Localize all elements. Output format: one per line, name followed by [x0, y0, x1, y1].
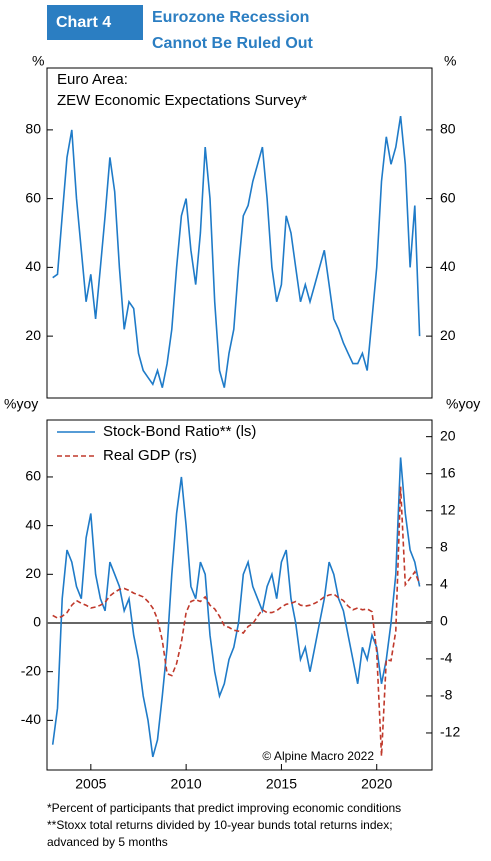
- y2-tick-label: 8: [440, 538, 448, 554]
- plot-frame: [46, 419, 433, 771]
- footnote: **Stoxx total returns divided by 10-year…: [47, 818, 393, 832]
- header-title: Cannot Be Ruled Out: [152, 35, 314, 52]
- y2-tick-label: 12: [440, 501, 456, 517]
- y-tick-label: 20: [25, 565, 41, 581]
- legend-label: Stock-Bond Ratio** (ls): [103, 423, 256, 440]
- y-tick-label: 40: [25, 258, 41, 274]
- y2-tick-label: 16: [440, 464, 456, 480]
- y2-tick-label: 80: [440, 121, 456, 137]
- y2-axis-label: %: [444, 53, 456, 69]
- legend-label: Real GDP (rs): [103, 447, 197, 464]
- y2-tick-label: 40: [440, 258, 456, 274]
- y-tick-label: 40: [25, 516, 41, 532]
- y-axis-label: %yoy: [4, 396, 38, 412]
- annotation: © Alpine Macro 2022: [262, 749, 374, 763]
- footnote: *Percent of participants that predict im…: [47, 801, 401, 815]
- y-tick-label: 20: [25, 327, 41, 343]
- y2-tick-label: 20: [440, 427, 456, 443]
- chart-subtitle: ZEW Economic Expectations Survey*: [57, 92, 307, 109]
- plot-frame: [46, 67, 433, 399]
- y2-tick-label: -8: [440, 687, 453, 703]
- chart-title: Euro Area:: [57, 71, 128, 88]
- footnote: advanced by 5 months: [47, 835, 168, 849]
- y-axis-label: %: [32, 53, 44, 69]
- y2-tick-label: 60: [440, 189, 456, 205]
- y2-tick-label: 0: [440, 613, 448, 629]
- x-tick-label: 2020: [361, 776, 392, 792]
- y-tick-label: -40: [21, 711, 41, 727]
- y-tick-label: 80: [25, 121, 41, 137]
- series-line: [52, 486, 421, 757]
- series-line: [51, 457, 421, 758]
- y-tick-label: -20: [21, 662, 41, 678]
- header-title: Eurozone Recession: [152, 9, 309, 26]
- y-tick-label: 60: [25, 189, 41, 205]
- y2-tick-label: 20: [440, 327, 456, 343]
- series-line: [52, 115, 421, 388]
- x-tick-label: 2005: [75, 776, 106, 792]
- y-tick-label: 0: [33, 614, 41, 630]
- y2-tick-label: -12: [440, 724, 460, 740]
- x-tick-label: 2015: [266, 776, 297, 792]
- y2-tick-label: 4: [440, 576, 448, 592]
- y-tick-label: 60: [25, 468, 41, 484]
- header-box: [47, 5, 143, 40]
- header-label: Chart 4: [56, 14, 111, 31]
- y2-tick-label: -4: [440, 650, 453, 666]
- x-tick-label: 2010: [171, 776, 202, 792]
- y2-axis-label: %yoy: [446, 396, 480, 412]
